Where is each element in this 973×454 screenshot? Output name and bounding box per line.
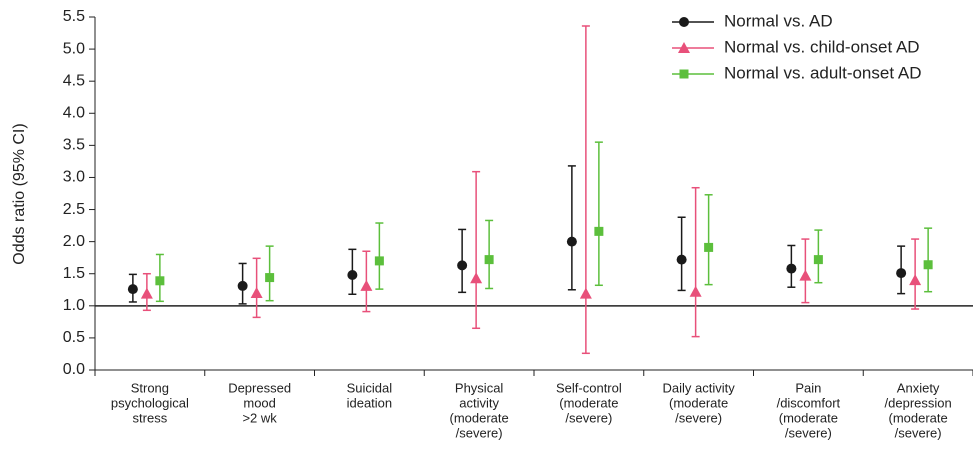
legend-label: Normal vs. adult-onset AD [724,63,921,82]
point [457,260,468,271]
x-tick-label: Daily activity [663,380,736,395]
x-tick-label: mood [243,395,276,410]
legend-label: Normal vs. child-onset AD [724,37,920,56]
point [250,286,263,298]
y-axis-label: Odds ratio (95% CI) [11,123,28,264]
point [347,270,358,281]
point [155,276,165,286]
point [704,242,714,252]
point [676,254,687,265]
x-tick-label: Self-control [556,380,622,395]
point [127,284,138,295]
x-tick-label: >2 wk [242,410,277,425]
x-tick-label: Physical [455,380,504,395]
point [594,226,604,236]
x-tick-label: (moderate [779,410,838,425]
x-tick-label: stress [133,410,168,425]
x-tick-label: ideation [347,395,393,410]
y-tick-label: 5.0 [63,40,85,57]
y-tick-label: 4.0 [63,104,85,121]
x-tick-label: /severe) [785,425,832,440]
x-tick-label: (moderate [450,410,509,425]
y-tick-label: 5.5 [63,8,85,25]
point [896,268,907,279]
x-tick-label: Anxiety [897,380,940,395]
x-tick-label: /severe) [456,425,503,440]
y-tick-label: 1.0 [63,297,85,314]
point [689,285,702,297]
y-tick-label: 3.0 [63,169,85,186]
point [579,287,592,299]
x-tick-label: Depressed [228,380,291,395]
legend-marker [679,17,689,27]
x-tick-label: /depression [885,395,952,410]
point [374,256,384,266]
x-tick-label: psychological [111,395,189,410]
x-tick-label: /severe) [565,410,612,425]
x-tick-label: Suicidal [347,380,393,395]
y-tick-label: 2.5 [63,201,85,218]
y-tick-label: 1.5 [63,265,85,282]
x-tick-label: (moderate [559,395,618,410]
point [786,263,797,274]
legend-label: Normal vs. AD [724,11,833,30]
x-tick-label: (moderate [669,395,728,410]
point [360,279,373,291]
x-tick-label: activity [459,395,499,410]
x-tick-label: /severe) [895,425,942,440]
point [923,260,933,270]
point [470,272,483,284]
x-tick-label: Pain [795,380,821,395]
x-tick-label: /discomfort [777,395,841,410]
x-tick-label: Strong [131,380,169,395]
point [813,255,823,265]
point [484,255,494,265]
point [909,274,922,286]
y-tick-label: 3.5 [63,137,85,154]
legend-marker [678,42,690,53]
legend-marker [679,69,689,79]
y-tick-label: 0.0 [63,361,85,378]
point [799,269,812,281]
x-tick-label: /severe) [675,410,722,425]
y-tick-label: 0.5 [63,329,85,346]
y-tick-label: 4.5 [63,72,85,89]
x-tick-label: (moderate [889,410,948,425]
point [237,280,248,291]
y-tick-label: 2.0 [63,233,85,250]
point [265,273,275,283]
point [140,287,153,299]
point [566,236,577,247]
